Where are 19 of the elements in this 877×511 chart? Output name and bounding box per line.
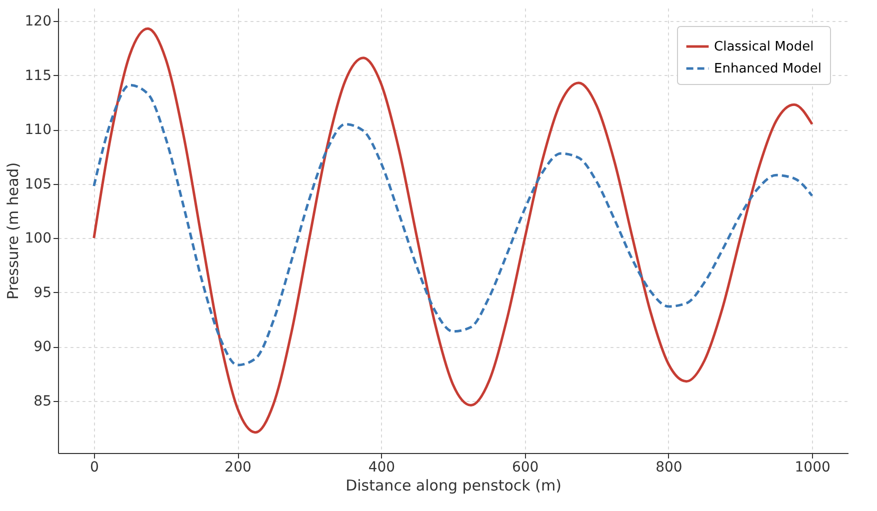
y-tick-label: 90: [34, 339, 52, 356]
y-tick-label: 85: [34, 393, 52, 410]
x-tick-label: 1000: [794, 460, 830, 476]
x-tick-label: 800: [656, 460, 682, 476]
x-tick-label: 400: [368, 460, 396, 476]
x-tick-label: 600: [512, 460, 539, 476]
y-tick-label: 120: [24, 14, 52, 30]
y-tick-label: 105: [24, 176, 52, 192]
y-tick-label: 95: [34, 284, 52, 301]
x-tick-label: 0: [90, 460, 99, 476]
legend-label: Enhanced Model: [714, 62, 822, 76]
x-axis-title: Distance along penstock (m): [346, 476, 562, 494]
y-tick-label: 115: [24, 68, 52, 84]
legend-label: Classical Model: [714, 40, 814, 54]
line-series: [92, 84, 814, 366]
y-axis-title: Pressure (m head): [4, 162, 22, 300]
y-tick-label: 110: [24, 122, 52, 138]
y-tick-label: 100: [24, 230, 52, 247]
x-tick-label: 200: [224, 460, 252, 476]
